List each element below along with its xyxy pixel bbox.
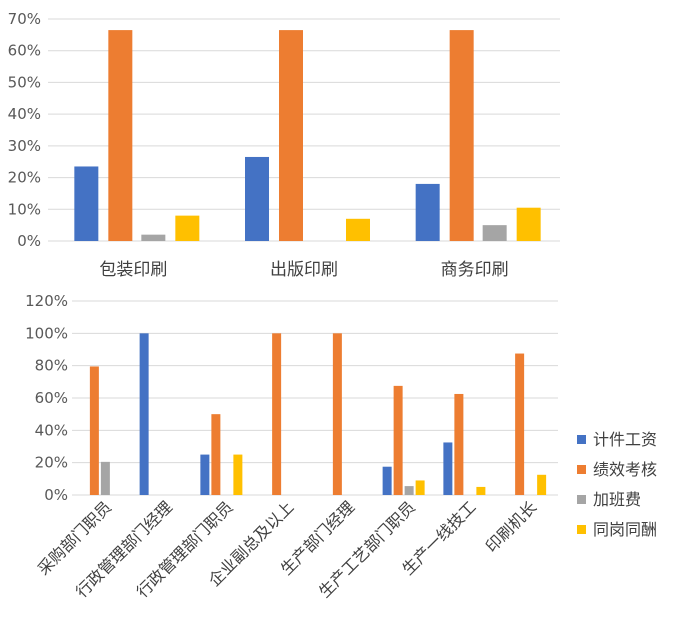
chart2-y-tick-label: 120% — [25, 292, 68, 310]
chart2-bar — [415, 480, 425, 495]
chart2-bar — [100, 461, 110, 495]
chart2-y-tick-label: 60% — [35, 389, 68, 407]
chart2-bar — [272, 333, 282, 495]
chart2-bar — [443, 442, 453, 495]
legend-label: 加班费 — [593, 490, 641, 509]
chart2-bar — [332, 333, 342, 495]
chart1-y-tick-label: 60% — [8, 42, 41, 60]
chart1-y-tick-label: 70% — [8, 10, 41, 28]
legend-label: 计件工资 — [593, 430, 657, 449]
chart1-y-tick-label: 0% — [17, 232, 41, 250]
chart2-bar — [382, 466, 392, 495]
chart1-bar — [74, 166, 99, 241]
chart2-bar — [537, 474, 547, 495]
legend-swatch — [577, 495, 586, 504]
chart1-category-label: 商务印刷 — [441, 260, 509, 280]
chart2-category-label: 印刷机长 — [482, 497, 541, 556]
chart1-category-label: 出版印刷 — [270, 260, 338, 280]
chart1-bar — [346, 218, 370, 241]
chart2-bar — [404, 486, 414, 495]
chart2-bar — [211, 414, 221, 495]
chart1-y-tick-label: 50% — [8, 73, 41, 91]
chart2-y-tick-label: 80% — [35, 357, 68, 375]
chart2-bar — [515, 353, 525, 495]
chart2-bar — [233, 454, 243, 495]
chart1-bar — [245, 156, 269, 241]
chart1-y-tick-label: 10% — [8, 200, 41, 218]
chart1-bar — [279, 30, 303, 241]
chart2-bar — [454, 393, 464, 495]
chart1-bar — [482, 225, 507, 241]
chart2-y-tick-label: 20% — [35, 454, 68, 472]
chart2-bar — [89, 366, 99, 495]
chart1-bar — [175, 215, 200, 241]
chart2-bar — [393, 385, 403, 495]
legend-swatch — [577, 525, 586, 534]
chart1-bar — [516, 207, 541, 241]
chart1-y-tick-label: 20% — [8, 169, 41, 187]
chart1-bar — [415, 183, 440, 241]
chart1-bar — [449, 30, 474, 241]
legend-label: 同岗同酬 — [593, 520, 657, 539]
chart1-bar — [141, 234, 166, 241]
legend-swatch — [577, 465, 586, 474]
chart2-bar — [139, 333, 149, 495]
chart1-category-label: 包装印刷 — [99, 260, 167, 280]
chart2-y-tick-label: 100% — [25, 324, 68, 342]
chart2-y-tick-label: 40% — [35, 421, 68, 439]
chart2-bar — [200, 454, 210, 495]
chart2-y-tick-label: 0% — [44, 486, 68, 504]
chart1-y-tick-label: 30% — [8, 137, 41, 155]
chart1-y-tick-label: 40% — [8, 105, 41, 123]
legend-swatch — [577, 435, 586, 444]
chart1-bar — [108, 30, 133, 241]
legend-label: 绩效考核 — [593, 460, 657, 479]
chart2-bar — [476, 486, 486, 495]
